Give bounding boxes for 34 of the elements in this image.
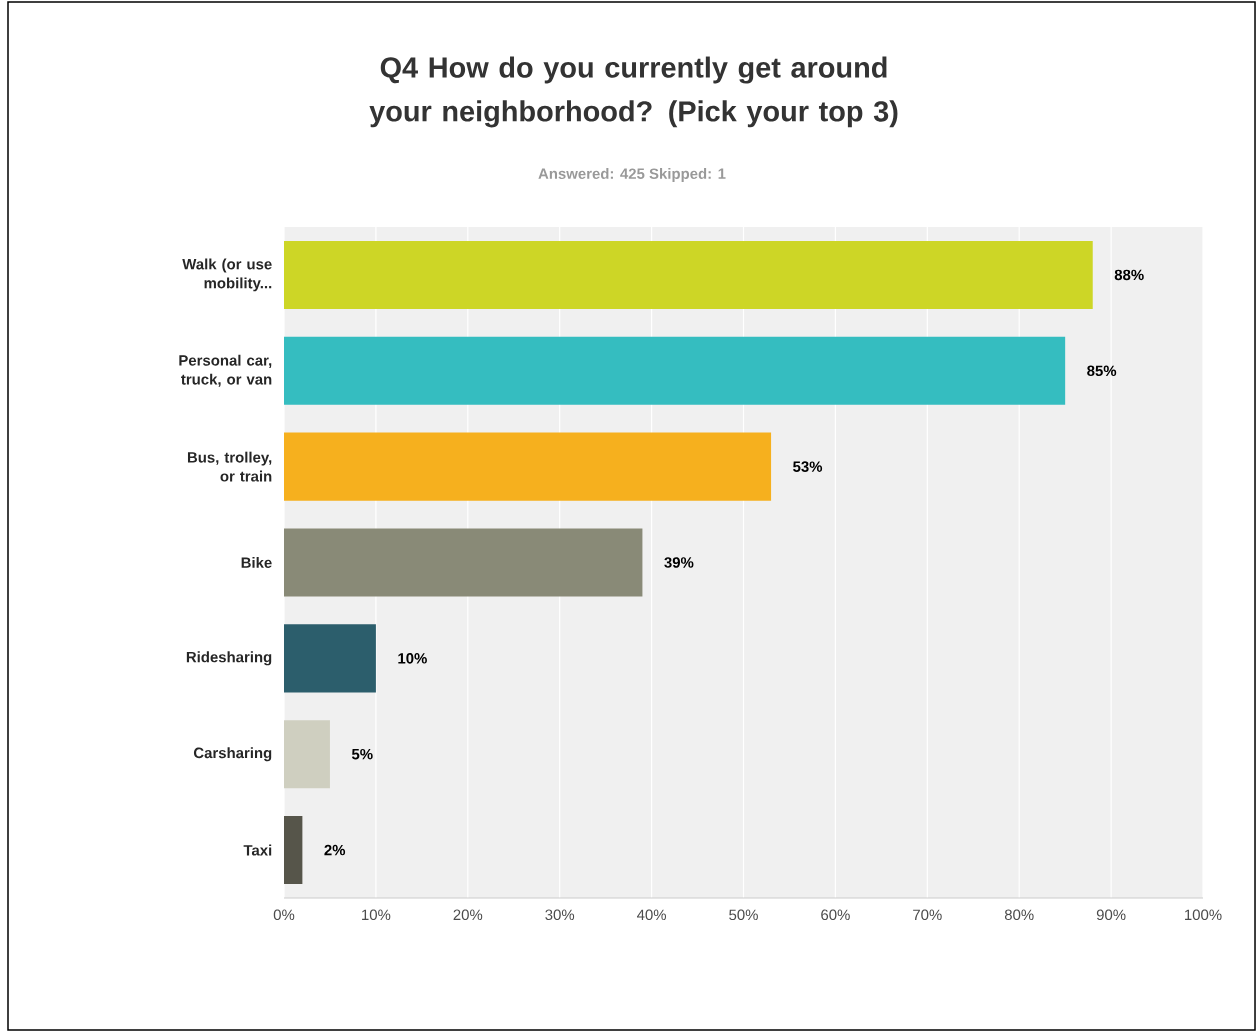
x-tick-label: 20% — [453, 909, 483, 921]
data-label: 88% — [1114, 269, 1144, 281]
data-label: 39% — [664, 557, 694, 568]
bar — [284, 336, 1066, 405]
bar — [284, 720, 330, 789]
x-tick-label: 0% — [273, 909, 295, 921]
x-tick-label: 10% — [362, 909, 391, 921]
data-label: 85% — [1087, 365, 1117, 377]
x-tick-label: 60% — [821, 909, 850, 921]
data-label: 5% — [351, 748, 373, 760]
y-tick-label: Bike — [241, 557, 272, 568]
chart-title: Q4 How do you currently get around your neighborhood? (Pick your top 3) — [369, 56, 898, 128]
x-tick-label: 40% — [636, 909, 667, 921]
y-tick-label: Walk (or use mobility... — [182, 258, 272, 292]
data-label: 2% — [324, 844, 346, 856]
data-label: 53% — [793, 461, 823, 472]
bar — [284, 432, 772, 501]
x-tick-label: 90% — [1096, 909, 1126, 921]
bar — [284, 816, 303, 885]
x-tick-label: 50% — [729, 909, 758, 921]
x-tick-label: 100% — [1185, 909, 1222, 921]
y-tick-label: Bus, trolley, or train — [187, 451, 272, 482]
bar — [284, 528, 643, 597]
x-tick-label: 30% — [545, 909, 575, 921]
y-tick-label: Taxi — [243, 844, 272, 856]
y-tick-label: Personal car, truck, or van — [179, 354, 272, 387]
y-tick-label: Ridesharing — [186, 651, 272, 666]
chart-subtitle: Answered: 425 Skipped: 1 — [538, 168, 726, 182]
x-tick-label: 70% — [913, 909, 942, 921]
bar — [284, 240, 1093, 309]
bar — [284, 624, 376, 693]
y-tick-label: Carsharing — [193, 747, 272, 762]
x-tick-label: 80% — [1004, 909, 1034, 921]
data-label: 10% — [398, 653, 427, 664]
